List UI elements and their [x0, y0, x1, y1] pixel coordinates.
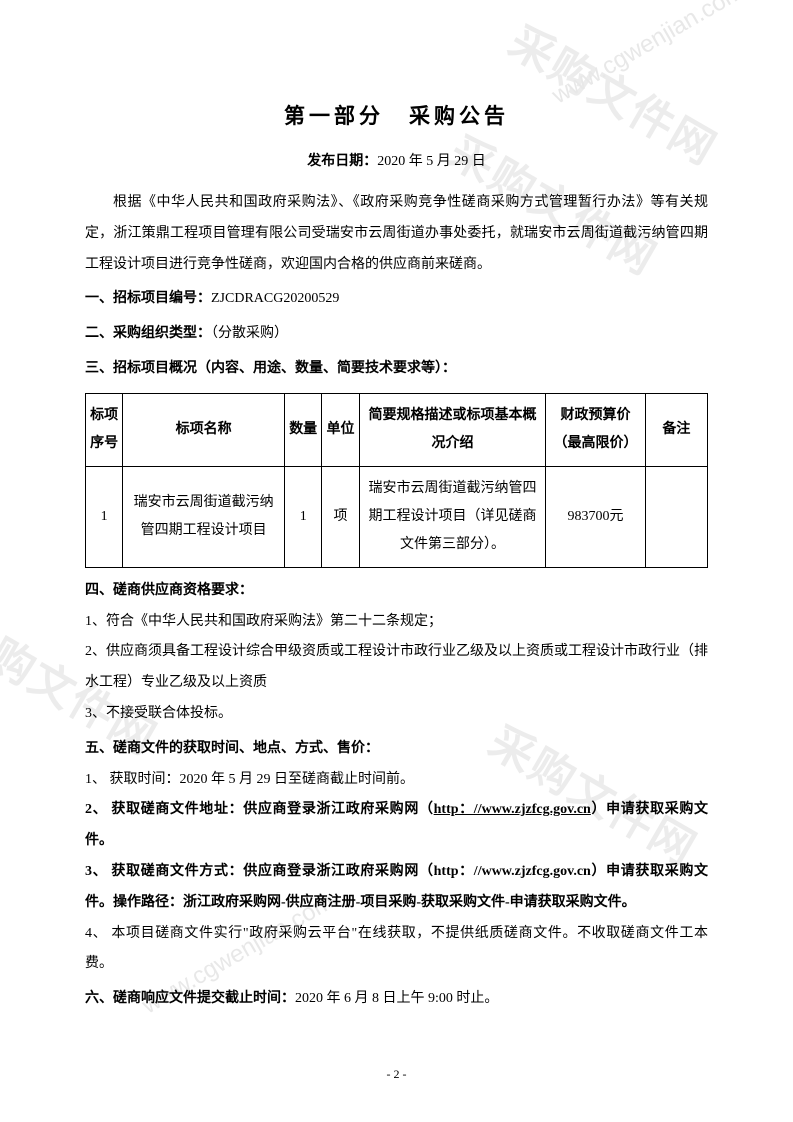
td-desc: 瑞安市云周街道截污纳管四期工程设计项目（详见磋商文件第三部分）。	[359, 466, 546, 567]
th-name: 标项名称	[123, 393, 285, 466]
td-seq: 1	[86, 466, 123, 567]
section-6: 六、磋商响应文件提交截止时间：2020 年 6 月 8 日上午 9:00 时止。	[85, 984, 708, 1015]
section-5-label: 五、磋商文件的获取时间、地点、方式、售价：	[85, 734, 708, 765]
section-4-item-1: 1、符合《中华人民共和国政府采购法》第二十二条规定；	[85, 607, 708, 638]
td-price: 983700元	[546, 466, 646, 567]
project-table: 标项序号 标项名称 数量 单位 简要规格描述或标项基本概况介绍 财政预算价（最高…	[85, 393, 708, 568]
section-5-item-1: 1、 获取时间：2020 年 5 月 29 日至磋商截止时间前。	[85, 765, 708, 796]
td-qty: 1	[285, 466, 322, 567]
section-6-value: 2020 年 6 月 8 日上午 9:00 时止。	[295, 991, 498, 1006]
page-number: - 2 -	[0, 1067, 793, 1082]
date-value: 2020 年 5 月 29 日	[377, 154, 486, 169]
document-content: 第一部分 采购公告 发布日期：2020 年 5 月 29 日 根据《中华人民共和…	[85, 100, 708, 1015]
page-title: 第一部分 采购公告	[85, 100, 708, 130]
s5-i3-url: http：//www.zjzfcg.gov.cn	[434, 864, 591, 879]
publish-date-line: 发布日期：2020 年 5 月 29 日	[85, 150, 708, 170]
th-qty: 数量	[285, 393, 322, 466]
td-name: 瑞安市云周街道截污纳管四期工程设计项目	[123, 466, 285, 567]
watermark-url: www.cgwenjian.com	[547, 0, 748, 110]
date-label: 发布日期：	[307, 154, 377, 169]
th-price: 财政预算价（最高限价）	[546, 393, 646, 466]
th-desc: 简要规格描述或标项基本概况介绍	[359, 393, 546, 466]
section-5-item-2: 2、 获取磋商文件地址：供应商登录浙江政府采购网（http：//www.zjzf…	[85, 795, 708, 857]
section-3: 三、招标项目概况（内容、用途、数量、简要技术要求等）：	[85, 354, 708, 385]
th-unit: 单位	[322, 393, 359, 466]
table-header-row: 标项序号 标项名称 数量 单位 简要规格描述或标项基本概况介绍 财政预算价（最高…	[86, 393, 708, 466]
s5-i3-prefix: 3、 获取磋商文件方式：供应商登录浙江政府采购网（	[85, 864, 434, 879]
section-4-label: 四、磋商供应商资格要求：	[85, 576, 708, 607]
section-2-value: （分散采购）	[211, 326, 288, 341]
section-4-item-3: 3、不接受联合体投标。	[85, 699, 708, 730]
section-3-label: 三、招标项目概况（内容、用途、数量、简要技术要求等）：	[85, 361, 456, 376]
s5-i2-prefix: 2、 获取磋商文件地址：供应商登录浙江政府采购网（	[85, 802, 434, 817]
td-unit: 项	[322, 466, 359, 567]
th-seq: 标项序号	[86, 393, 123, 466]
table-row: 1 瑞安市云周街道截污纳管四期工程设计项目 1 项 瑞安市云周街道截污纳管四期工…	[86, 466, 708, 567]
s5-i2-url: http：//www.zjzfcg.gov.cn	[434, 802, 591, 817]
intro-paragraph: 根据《中华人民共和国政府采购法》、《政府采购竞争性磋商采购方式管理暂行办法》等有…	[85, 188, 708, 280]
section-1-label: 一、招标项目编号：	[85, 291, 211, 306]
section-6-label: 六、磋商响应文件提交截止时间：	[85, 991, 295, 1006]
section-5-item-3: 3、 获取磋商文件方式：供应商登录浙江政府采购网（http：//www.zjzf…	[85, 857, 708, 919]
section-2: 二、采购组织类型：（分散采购）	[85, 319, 708, 350]
td-remark	[645, 466, 707, 567]
section-1: 一、招标项目编号：ZJCDRACG20200529	[85, 284, 708, 315]
th-remark: 备注	[645, 393, 707, 466]
section-1-value: ZJCDRACG20200529	[211, 291, 339, 306]
section-5-item-4: 4、 本项目磋商文件实行"政府采购云平台"在线获取，不提供纸质磋商文件。不收取磋…	[85, 919, 708, 981]
section-2-label: 二、采购组织类型：	[85, 326, 211, 341]
section-4-item-2: 2、供应商须具备工程设计综合甲级资质或工程设计市政行业乙级及以上资质或工程设计市…	[85, 637, 708, 699]
